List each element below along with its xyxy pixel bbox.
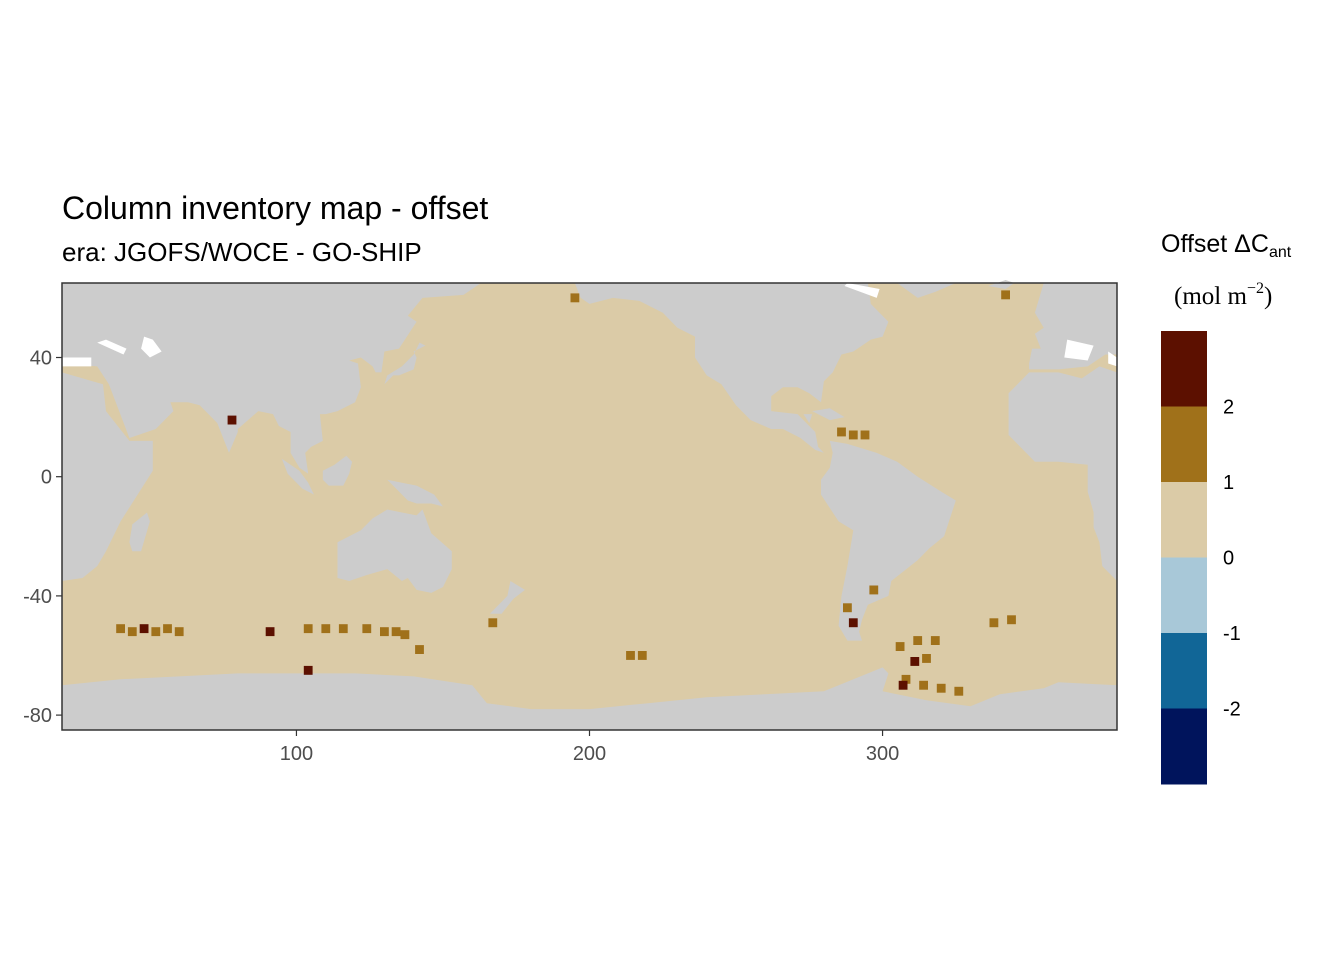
legend-label: 2 [1223, 397, 1234, 419]
no-data-patch [62, 357, 92, 367]
borneo-land [322, 455, 353, 486]
chart-title: Column inventory map - offset [62, 190, 489, 226]
legend-colorbar: -2 -1 0 1 2 [1161, 331, 1241, 785]
hotspot-cell [400, 630, 410, 640]
legend-unit-main: (mol m [1174, 283, 1247, 310]
land-layer [62, 280, 1117, 730]
hotspot-cell [570, 293, 580, 303]
greenland-land [897, 283, 956, 298]
antarctica-land [62, 667, 1117, 730]
legend-unit: (mol m−2) [1174, 280, 1272, 311]
no-data-layer [62, 283, 1117, 367]
map-panel [61, 280, 1118, 731]
legend-swatch [1161, 406, 1207, 483]
no-data-patch [1108, 351, 1117, 367]
hotspot-cell [910, 657, 920, 666]
y-tick-label: -80 [23, 705, 52, 727]
hotspot-cell [127, 627, 137, 637]
hotspot-cell [415, 645, 424, 654]
no-data-patch [141, 336, 162, 358]
hotspot-cell [338, 624, 348, 634]
hotspot-cell [860, 430, 870, 440]
hotspot-cell [174, 627, 184, 637]
legend-swatch [1161, 331, 1207, 407]
no-data-patch [1064, 339, 1094, 361]
hotspot-cell [303, 665, 313, 675]
hotspot-cell [843, 603, 852, 613]
hotspot-cell [898, 680, 908, 690]
hotspot-cell [227, 415, 237, 425]
legend-label: -1 [1223, 623, 1241, 645]
x-tick-label: 300 [866, 743, 899, 765]
hotspot-cell [163, 624, 172, 634]
chart-subtitle: era: JGOFS/WOCE - GO-SHIP [62, 237, 422, 267]
hotspot-cell [637, 651, 647, 660]
hotspot-cell [265, 627, 275, 637]
x-tick-label: 100 [280, 743, 313, 765]
cuba-land [812, 408, 845, 421]
legend-unit-close: ) [1263, 283, 1273, 310]
hotspot-cell [1007, 615, 1016, 625]
legend-title-subscript: ant [1268, 244, 1292, 261]
y-axis: 40 0 -40 -80 [23, 348, 62, 727]
southamerica-land [821, 440, 956, 641]
hotspot-cell [151, 627, 161, 637]
africa-land [62, 283, 153, 581]
hotspot-cell [362, 624, 372, 634]
hotspot-cell [321, 624, 331, 634]
legend-swatch [1161, 557, 1207, 634]
hotspot-cell [913, 636, 923, 645]
hotspot-cell [1001, 290, 1010, 300]
legend-swatch [1161, 633, 1207, 709]
hotspot-cell [930, 636, 940, 645]
x-tick-label: 200 [573, 743, 606, 765]
hotspot-cell [895, 642, 905, 651]
sumatra-land [281, 458, 314, 495]
hotspot-cell [303, 624, 313, 634]
hotspot-cell [922, 654, 931, 663]
newzealand-land [489, 581, 525, 614]
hotspot-cells [116, 290, 1016, 696]
hotspot-cell [116, 624, 125, 634]
no-data-patch [844, 283, 880, 298]
legend-swatch [1161, 708, 1207, 785]
hotspot-cell [936, 683, 946, 693]
europe-land [1029, 283, 1117, 370]
japan-land [384, 342, 426, 385]
y-tick-label: 40 [30, 348, 52, 370]
legend-swatch [1161, 482, 1207, 558]
hotspot-cell [954, 686, 964, 696]
hotspot-cell [380, 627, 389, 637]
legend-title-main: Offset ΔC [1161, 230, 1269, 258]
australia-land [337, 509, 452, 593]
westafrica-land [1008, 366, 1117, 581]
hotspot-cell [989, 618, 999, 628]
hotspot-cell [837, 427, 846, 437]
legend-title: Offset ΔCant [1161, 230, 1291, 262]
hotspot-cell [626, 651, 635, 660]
eurasia-land [62, 283, 482, 474]
no-data-patch [97, 339, 127, 355]
hotspot-cell [901, 674, 911, 684]
legend-label: 0 [1223, 548, 1234, 570]
y-tick-label: 0 [41, 467, 52, 489]
newguinea-land [387, 479, 443, 507]
hotspot-cell [848, 430, 858, 440]
madagascar-land [129, 512, 150, 552]
hotspot-cell [869, 585, 879, 595]
legend-label: 1 [1223, 472, 1234, 494]
x-axis: 100 200 300 [280, 730, 899, 765]
hotspot-cell [488, 618, 498, 628]
hotspot-cell [848, 618, 858, 628]
hotspot-cell [139, 624, 149, 634]
hotspot-cell [919, 680, 928, 690]
legend-label: -2 [1223, 699, 1241, 721]
legend-unit-superscript: −2 [1246, 280, 1264, 297]
hotspot-cell [391, 627, 401, 637]
northamerica-land [574, 283, 889, 453]
y-tick-label: -40 [23, 586, 52, 608]
